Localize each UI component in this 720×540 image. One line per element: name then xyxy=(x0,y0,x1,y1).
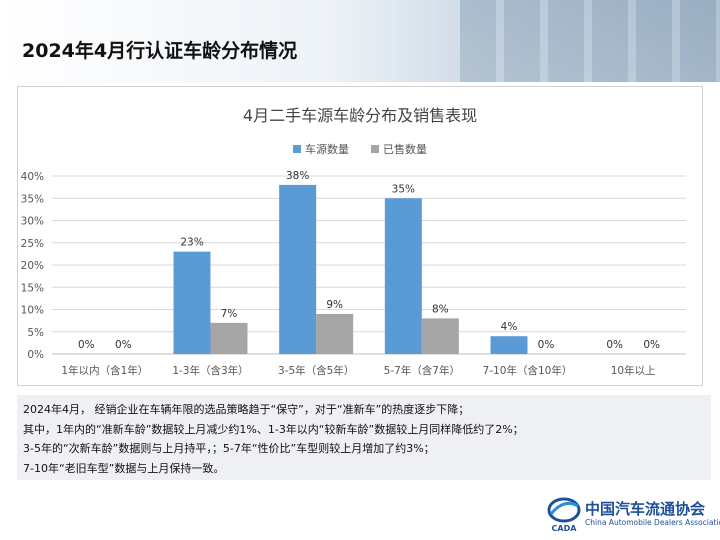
y-tick-label-2: 10% xyxy=(21,305,44,317)
bar-supply-2 xyxy=(279,184,317,354)
bar-sold-2 xyxy=(316,313,354,354)
y-tick-label-7: 35% xyxy=(21,193,44,205)
bar-sold-3 xyxy=(421,318,459,354)
legend-item-sold: 已售数量 xyxy=(371,141,427,157)
y-tick-label-3: 15% xyxy=(21,282,44,294)
chart-legend: 车源数量 已售数量 xyxy=(0,141,720,157)
x-tick-label-4: 7-10年（含10年） xyxy=(483,364,573,377)
logo-chinese-name: 中国汽车流通协会 xyxy=(585,500,706,518)
x-tick-label-0: 1年以内（含1年） xyxy=(61,364,148,377)
y-tick-label-0: 0% xyxy=(27,349,44,361)
bar-sold-1 xyxy=(210,322,248,354)
chart-frame xyxy=(17,86,703,386)
bar-supply-3 xyxy=(384,198,422,354)
y-tick-label-8: 40% xyxy=(21,171,44,183)
logo-english-name: China Automobile Dealers Association xyxy=(585,518,720,527)
data-label-supply-2: 38% xyxy=(286,170,309,182)
y-tick-label-1: 5% xyxy=(27,327,44,339)
header-photo xyxy=(460,0,720,82)
note-line-3: 3-5年的“次新车龄”数据则与上月持平，；5-7年“性价比”车型则较上月增加了约… xyxy=(23,442,435,455)
data-label-sold-2: 9% xyxy=(326,299,343,311)
bar-supply-4 xyxy=(490,336,528,354)
data-label-supply-4: 4% xyxy=(501,321,518,333)
x-tick-label-2: 3-5年（含5年） xyxy=(278,364,354,377)
x-tick-label-5: 10年以上 xyxy=(611,364,656,377)
data-label-supply-5: 0% xyxy=(606,339,623,351)
legend-swatch-supply xyxy=(293,145,301,153)
x-tick-label-3: 5-7年（含7年） xyxy=(384,364,460,377)
data-label-supply-0: 0% xyxy=(78,339,95,351)
note-line-4: 7-10年“老旧车型”数据与上月保持一致。 xyxy=(23,461,225,475)
legend-swatch-sold xyxy=(371,145,379,153)
data-label-sold-3: 8% xyxy=(432,303,449,315)
note-line-2: 其中，1年内的“准新车龄”数据较上月减少约1%、1-3年以内“较新车龄”数据较上… xyxy=(23,422,524,436)
data-label-sold-5: 0% xyxy=(643,339,660,351)
note-line-1: 2024年4月， 经销企业在车辆年限的选品策略趋于“保守”，对于“准新车”的热度… xyxy=(23,403,470,416)
legend-label-sold: 已售数量 xyxy=(383,143,427,156)
legend-label-supply: 车源数量 xyxy=(305,143,349,156)
legend-item-supply: 车源数量 xyxy=(293,141,349,157)
y-tick-label-5: 25% xyxy=(21,238,44,250)
bar-supply-1 xyxy=(173,251,211,354)
x-tick-label-1: 1-3年（含3年） xyxy=(172,364,248,377)
page-title: 2024年4月行认证车龄分布情况 xyxy=(22,40,298,62)
notes-box: 2024年4月， 经销企业在车辆年限的选品策略趋于“保守”，对于“准新车”的热度… xyxy=(17,395,711,480)
data-label-sold-1: 7% xyxy=(221,308,238,320)
data-label-sold-4: 0% xyxy=(538,339,555,351)
association-logo-mark: CADA xyxy=(547,497,581,533)
data-label-supply-1: 23% xyxy=(180,237,203,249)
association-logo: CADA 中国汽车流通协会 China Automobile Dealers A… xyxy=(545,494,720,534)
y-tick-label-4: 20% xyxy=(21,260,44,272)
chart-title: 4月二手车源车龄分布及销售表现 xyxy=(242,106,478,125)
data-label-supply-3: 35% xyxy=(392,183,415,195)
logo-mark-text: CADA xyxy=(552,524,578,533)
data-label-sold-0: 0% xyxy=(115,339,132,351)
y-tick-label-6: 30% xyxy=(21,216,44,228)
